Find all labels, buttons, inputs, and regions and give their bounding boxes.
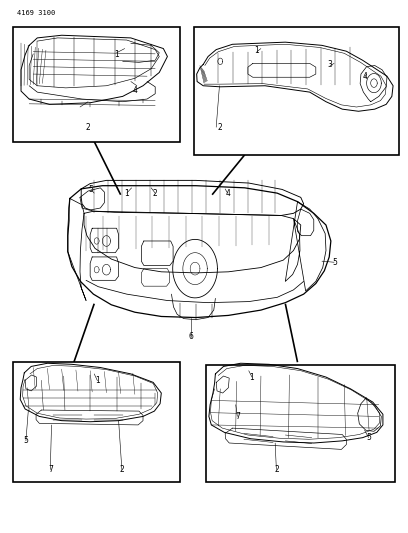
- Text: 1: 1: [114, 51, 119, 59]
- Text: 1: 1: [124, 189, 129, 198]
- Text: 5: 5: [89, 185, 93, 194]
- Text: 5: 5: [333, 258, 337, 266]
- Text: 1: 1: [250, 373, 254, 382]
- Bar: [13, 362, 180, 482]
- Text: 2: 2: [86, 123, 91, 132]
- Bar: [194, 27, 399, 155]
- Text: 7: 7: [235, 412, 240, 421]
- Text: 2: 2: [217, 123, 222, 132]
- Text: 4: 4: [133, 85, 137, 94]
- Text: 1: 1: [255, 46, 259, 55]
- Bar: [13, 27, 180, 142]
- Text: 2: 2: [153, 189, 157, 198]
- Text: 3: 3: [328, 60, 333, 69]
- Text: 5: 5: [366, 433, 371, 442]
- Text: 4: 4: [362, 71, 367, 80]
- Text: 7: 7: [48, 465, 53, 474]
- Text: 4169 3100: 4169 3100: [17, 10, 55, 17]
- Text: 5: 5: [24, 437, 28, 446]
- Text: 2: 2: [274, 465, 279, 474]
- Bar: [206, 365, 395, 482]
- Text: 4: 4: [225, 189, 230, 198]
- Text: 6: 6: [188, 332, 193, 341]
- Text: 1: 1: [95, 376, 100, 385]
- Text: 2: 2: [120, 465, 124, 474]
